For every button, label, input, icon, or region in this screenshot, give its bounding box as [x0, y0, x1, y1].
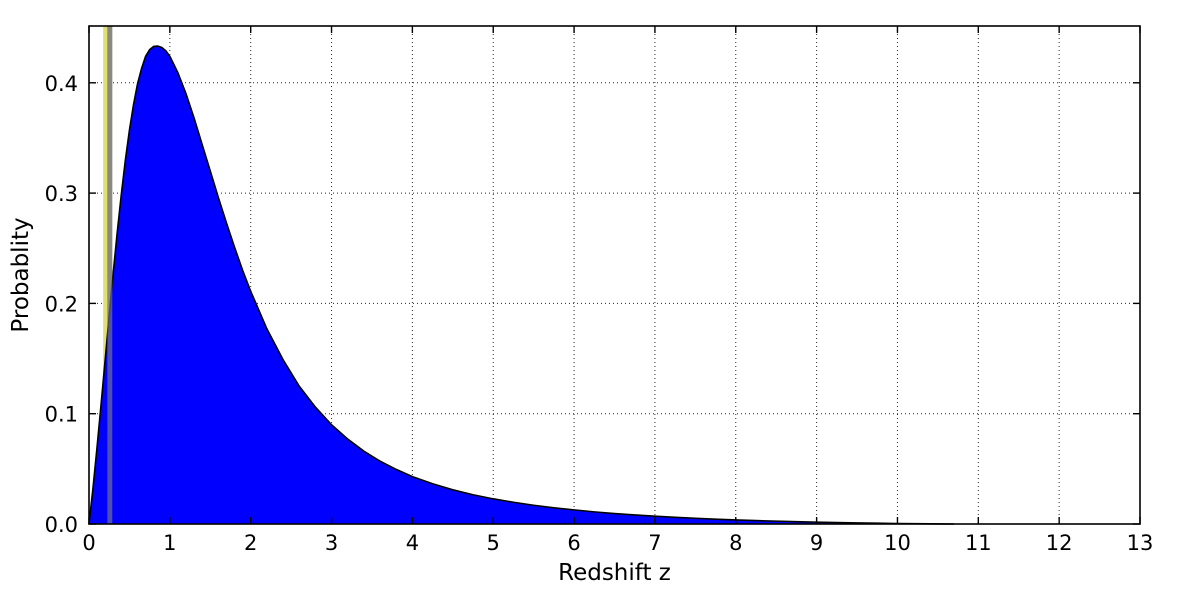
x-tick-label: 8	[729, 531, 742, 555]
x-tick-label: 0	[82, 531, 95, 555]
y-tick-label: 0.1	[45, 403, 78, 427]
y-axis-ticks	[89, 82, 1140, 525]
x-tick-label: 1	[163, 531, 176, 555]
x-tick-label: 2	[244, 531, 257, 555]
y-tick-label: 0.0	[45, 513, 78, 537]
probability-curve-line	[88, 45, 955, 525]
x-tick-label: 11	[965, 531, 992, 555]
y-axis-tick-labels: 0.0 0.1 0.2 0.3 0.4	[45, 72, 78, 537]
x-tick-label: 5	[487, 531, 500, 555]
vertical-shaded-bands-overlay	[107, 26, 113, 524]
x-tick-label: 9	[810, 531, 823, 555]
data-series-group	[88, 45, 955, 525]
y-tick-label: 0.2	[45, 292, 78, 316]
x-tick-label: 6	[567, 531, 580, 555]
probability-area-fill	[89, 46, 955, 524]
y-tick-label: 0.4	[45, 72, 78, 96]
plot-frame	[88, 25, 1141, 525]
x-tick-label: 4	[406, 531, 419, 555]
x-tick-label: 10	[884, 531, 911, 555]
x-tick-label: 7	[648, 531, 661, 555]
x-axis-title: Redshift z	[558, 560, 671, 586]
y-axis-title: Probablity	[8, 217, 34, 332]
x-tick-label: 13	[1127, 531, 1154, 555]
y-tick-label: 0.3	[45, 182, 78, 206]
x-tick-label: 12	[1046, 531, 1073, 555]
x-tick-label: 3	[325, 531, 338, 555]
x-axis-tick-labels: 0 1 2 3 4 5 6 7 8 9 10 11 12 13	[82, 531, 1153, 555]
gray-band-overlay	[107, 26, 113, 524]
x-axis-ticks	[88, 26, 1141, 524]
